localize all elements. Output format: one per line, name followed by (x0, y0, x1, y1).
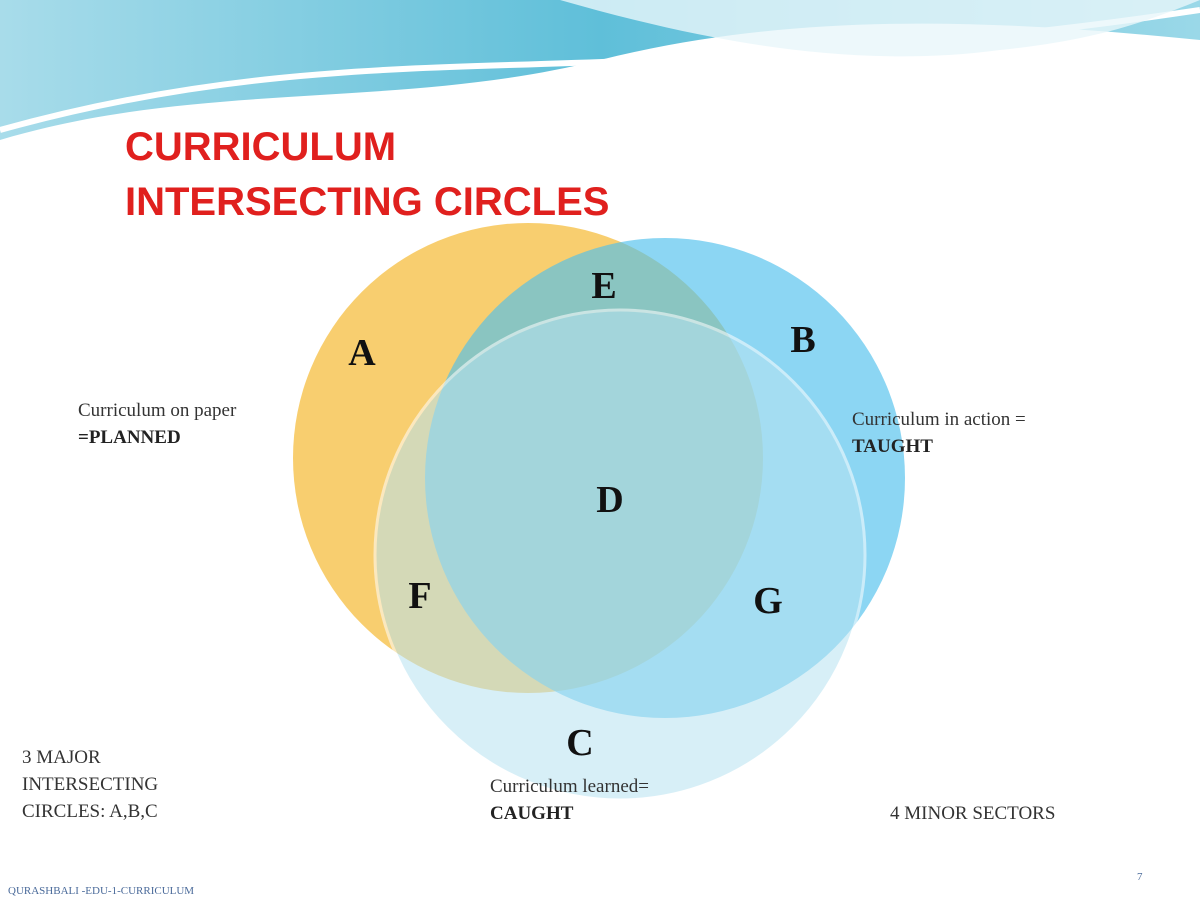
header-wave (0, 0, 1200, 140)
region-label: E (591, 265, 616, 307)
region-label: C (566, 722, 593, 764)
label-emphasis: TAUGHT (852, 436, 933, 457)
footer-source: QURASHBALI -EDU-1-CURRICULUM (8, 885, 194, 897)
region-label: A (348, 332, 376, 374)
label-emphasis: =PLANNED (78, 427, 181, 448)
region-label: D (596, 479, 623, 521)
slide: CURRICULUM INTERSECTING CIRCLES A B C D … (0, 0, 1200, 901)
title-line: CURRICULUM (125, 125, 396, 169)
title-line: INTERSECTING CIRCLES (125, 180, 609, 224)
label-text: Curriculum learned= (490, 776, 649, 797)
note-line: CIRCLES: A,B,C (22, 801, 158, 822)
note-minor: 4 MINOR SECTORS (890, 803, 1055, 824)
region-label: F (408, 575, 431, 617)
label-text: Curriculum on paper (78, 400, 237, 421)
region-label: G (753, 580, 783, 622)
circle-c (375, 310, 865, 800)
label-emphasis: CAUGHT (490, 803, 574, 824)
label-text: Curriculum in action = (852, 409, 1026, 430)
note-line: 3 MAJOR (22, 747, 101, 768)
note-line: INTERSECTING (22, 774, 158, 795)
region-label: B (790, 319, 815, 361)
page-number: 7 (1137, 871, 1143, 883)
